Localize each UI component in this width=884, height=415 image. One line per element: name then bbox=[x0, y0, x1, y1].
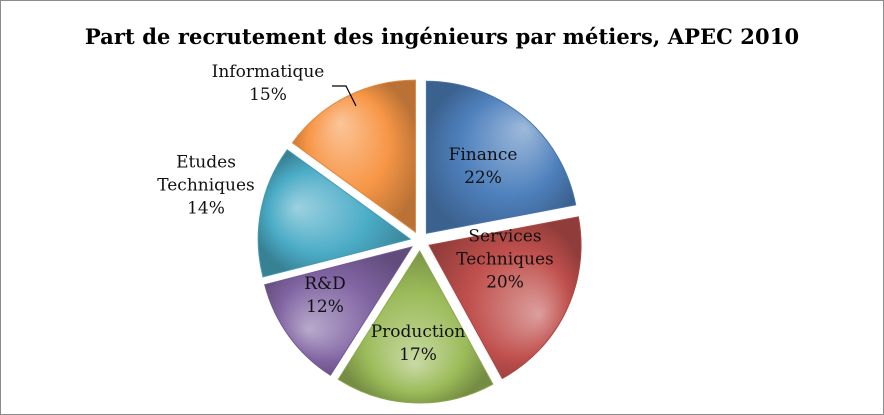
pie-slice-informatique bbox=[291, 79, 416, 234]
pie-slice-finance bbox=[425, 80, 577, 234]
slice-value-label: 20% bbox=[486, 273, 524, 293]
pie-slice-etudes-techniques bbox=[257, 149, 412, 278]
slice-category-label: R&D bbox=[304, 274, 346, 294]
slice-category-label: Services bbox=[468, 227, 541, 247]
slice-value-label: 22% bbox=[464, 168, 502, 188]
slice-value-label: 12% bbox=[306, 297, 344, 317]
slice-value-label: 15% bbox=[249, 85, 287, 105]
slice-category-label: Production bbox=[371, 322, 466, 342]
slice-category-label: Etudes bbox=[176, 153, 236, 173]
slice-category-label: Finance bbox=[449, 145, 518, 165]
pie-slice-r-d bbox=[264, 246, 414, 376]
pie-slices bbox=[257, 79, 582, 404]
slice-value-label: 17% bbox=[399, 345, 437, 365]
pie-labels: Finance 22% Services Techniques 20% Productio… bbox=[157, 62, 554, 365]
slice-category-label: Techniques bbox=[157, 176, 255, 196]
chart-title: Part de recrutement des ingénieurs par m… bbox=[84, 24, 800, 49]
slice-category-label: Techniques bbox=[456, 250, 554, 270]
slice-category-label: Informatique bbox=[212, 62, 325, 82]
slice-value-label: 14% bbox=[187, 199, 225, 219]
pie-slice-services-techniques bbox=[428, 216, 582, 380]
pie-slice-production bbox=[337, 250, 494, 404]
informatique-leader-line bbox=[332, 85, 357, 107]
